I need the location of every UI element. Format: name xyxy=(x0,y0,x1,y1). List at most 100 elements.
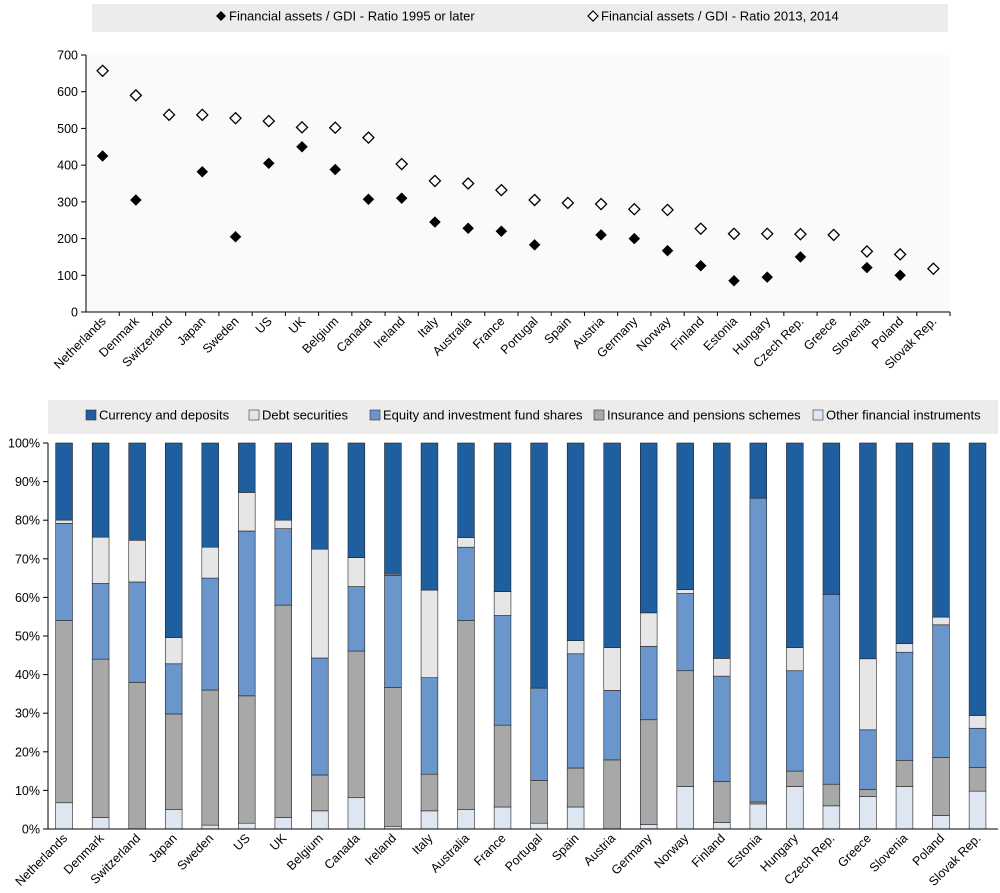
point-1995-uk xyxy=(296,140,308,153)
point-2013-netherlands xyxy=(96,64,110,78)
legend-label-insurance: Insurance and pensions schemes xyxy=(607,408,801,423)
bar-segment-other-financial-instruments-canada xyxy=(347,797,366,830)
scatter-x-tick-label-ireland: Ireland xyxy=(371,314,408,351)
bar-segment-equity-and-investment-fund-shares-portugal xyxy=(530,687,548,781)
bar-segment-insurance-and-pensions-schemes-slovak-rep xyxy=(968,767,987,792)
bar-segment-insurance-and-pensions-schemes-switzerland xyxy=(128,682,146,830)
point-1995-australia xyxy=(462,222,475,235)
legend-marker-hollow-diamond xyxy=(587,10,599,22)
bar-segment-debt-securities-slovenia xyxy=(895,643,914,653)
bar-segment-other-financial-instruments-us xyxy=(238,822,256,830)
bar-segment-equity-and-investment-fund-shares-czech-rep xyxy=(822,594,841,785)
point-1995-canada xyxy=(362,193,375,206)
bar-segment-other-financial-instruments-sweden xyxy=(201,824,219,830)
scatter-y-tick-label: 700 xyxy=(57,49,78,63)
bar-y-tick-label: 100% xyxy=(8,437,40,451)
point-2013-poland xyxy=(893,247,907,261)
point-2013-italy xyxy=(428,174,442,188)
bar-stacks xyxy=(55,442,987,830)
bar-segment-insurance-and-pensions-schemes-poland xyxy=(932,757,950,816)
bar-segment-currency-and-deposits-japan xyxy=(164,442,183,638)
bar-segment-other-financial-instruments-belgium xyxy=(311,810,329,830)
scatter-y-tick-label: 300 xyxy=(57,195,78,209)
bar-segment-insurance-and-pensions-schemes-australia xyxy=(457,620,475,810)
point-1995-belgium xyxy=(329,163,342,176)
bar-segment-other-financial-instruments-estonia xyxy=(749,803,768,830)
bar-segment-insurance-and-pensions-schemes-sweden xyxy=(201,689,219,826)
bar-segment-currency-and-deposits-denmark xyxy=(91,442,110,538)
bar-segment-equity-and-investment-fund-shares-japan xyxy=(164,663,183,715)
bar-segment-currency-and-deposits-austria xyxy=(603,442,621,648)
point-1995-hungary xyxy=(761,271,774,283)
bar-y-tick-label: 60% xyxy=(15,591,40,605)
scatter-x-tick-label-us: US xyxy=(253,314,275,336)
point-2013-uk xyxy=(295,120,309,134)
legend-label-series-1: Financial assets / GDI - Ratio 1995 or l… xyxy=(229,9,475,24)
point-2013-japan xyxy=(195,108,209,122)
bar-segment-insurance-and-pensions-schemes-france xyxy=(493,724,512,808)
bar-x-tick-label-italy: Italy xyxy=(409,831,436,858)
bar-segment-insurance-and-pensions-schemes-belgium xyxy=(311,774,329,812)
bar-segment-debt-securities-japan xyxy=(164,637,183,665)
bar-segment-equity-and-investment-fund-shares-ireland xyxy=(384,575,402,688)
bar-x-tick-label-uk: UK xyxy=(267,831,290,854)
point-1995-france xyxy=(495,225,508,238)
point-1995-austria xyxy=(595,229,607,241)
bar-segment-insurance-and-pensions-schemes-us xyxy=(238,695,256,824)
bar-segment-insurance-and-pensions-schemes-portugal xyxy=(530,780,548,824)
bar-segment-currency-and-deposits-norway xyxy=(676,442,694,590)
bar-segment-other-financial-instruments-slovak-rep xyxy=(968,790,987,830)
point-1995-finland xyxy=(694,259,707,272)
bar-y-tick-label: 90% xyxy=(15,475,40,489)
bar-segment-currency-and-deposits-hungary xyxy=(786,442,804,648)
point-2013-slovak-rep xyxy=(926,262,940,276)
point-1995-denmark xyxy=(129,194,142,206)
bar-segment-debt-securities-france xyxy=(493,591,512,616)
bar-segment-debt-securities-greece xyxy=(859,658,877,731)
scatter-x-tick-label-canada: Canada xyxy=(334,314,375,355)
point-1995-germany xyxy=(628,232,641,245)
scatter-y-tick-label: 500 xyxy=(57,122,78,136)
legend-label-equity: Equity and investment fund shares xyxy=(383,408,583,423)
bar-segment-insurance-and-pensions-schemes-uk xyxy=(274,604,293,818)
bar-segment-other-financial-instruments-portugal xyxy=(530,822,548,830)
point-1995-italy xyxy=(429,216,441,228)
bar-segment-currency-and-deposits-slovenia xyxy=(895,442,914,645)
bar-segment-equity-and-investment-fund-shares-canada xyxy=(347,586,366,652)
point-1995-sweden xyxy=(229,230,242,243)
bar-y-tick-label: 20% xyxy=(15,745,40,759)
bar-segment-other-financial-instruments-slovenia xyxy=(895,786,914,830)
bar-segment-equity-and-investment-fund-shares-switzerland xyxy=(128,581,146,683)
bar-segment-debt-securities-uk xyxy=(274,519,293,529)
bar-segment-debt-securities-canada xyxy=(347,557,366,587)
bar-y-tick-label: 80% xyxy=(15,514,40,528)
point-2013-germany xyxy=(627,202,641,216)
bar-segment-equity-and-investment-fund-shares-hungary xyxy=(786,670,804,772)
bar-segment-other-financial-instruments-uk xyxy=(274,817,293,830)
bar-segment-insurance-and-pensions-schemes-canada xyxy=(347,650,366,799)
bar-segment-other-financial-instruments-finland xyxy=(713,822,731,830)
bar-segment-insurance-and-pensions-schemes-ireland xyxy=(384,687,402,827)
bar-x-tick-label-spain: Spain xyxy=(549,831,582,864)
bar-segment-insurance-and-pensions-schemes-germany xyxy=(639,719,658,825)
bar-y-tick-label: 10% xyxy=(15,784,40,798)
bar-segment-insurance-and-pensions-schemes-czech-rep xyxy=(822,783,841,807)
bar-segment-equity-and-investment-fund-shares-france xyxy=(493,615,512,726)
bar-segment-debt-securities-spain xyxy=(566,640,585,655)
bar-segment-currency-and-deposits-us xyxy=(238,442,256,493)
legend-label-debt: Debt securities xyxy=(262,408,348,423)
point-2013-slovenia xyxy=(860,245,874,258)
legend-label-series-2: Financial assets / GDI - Ratio 2013, 201… xyxy=(601,9,839,24)
bar-segment-currency-and-deposits-finland xyxy=(713,442,731,659)
point-2013-belgium xyxy=(328,121,342,135)
bar-segment-equity-and-investment-fund-shares-greece xyxy=(859,729,877,790)
bar-segment-debt-securities-italy xyxy=(420,589,439,678)
bar-segment-currency-and-deposits-netherlands xyxy=(55,442,73,521)
bar-segment-other-financial-instruments-australia xyxy=(457,809,475,830)
bar-segment-insurance-and-pensions-schemes-italy xyxy=(420,773,439,812)
scatter-x-tick-label-finland: Finland xyxy=(668,314,707,353)
bar-segment-equity-and-investment-fund-shares-belgium xyxy=(311,657,329,776)
scatter-legend: Financial assets / GDI - Ratio 1995 or l… xyxy=(92,4,948,32)
bar-segment-equity-and-investment-fund-shares-sweden xyxy=(201,577,219,691)
